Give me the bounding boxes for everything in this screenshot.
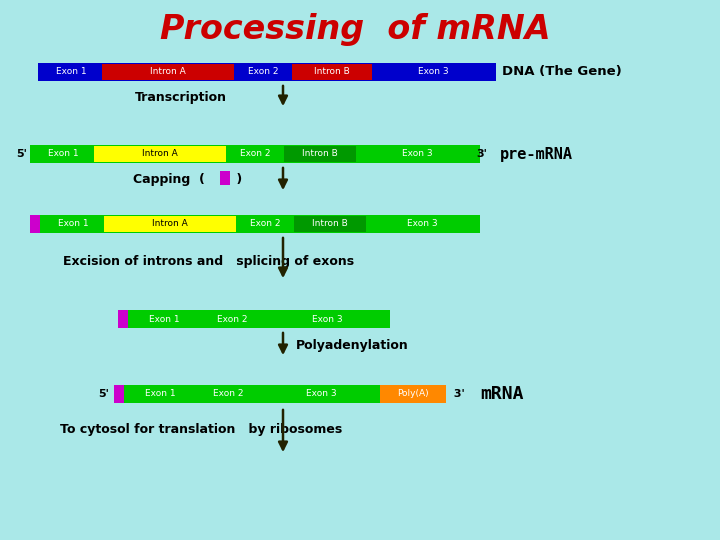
Text: Exon 3: Exon 3 bbox=[402, 150, 432, 159]
Bar bbox=[42, 216, 104, 232]
Text: 5': 5' bbox=[17, 149, 27, 159]
Bar bbox=[220, 171, 230, 185]
Bar bbox=[130, 311, 198, 327]
Bar bbox=[366, 216, 478, 232]
Bar bbox=[30, 145, 480, 163]
Text: Intron A: Intron A bbox=[150, 68, 186, 77]
Text: Exon 3: Exon 3 bbox=[407, 219, 437, 228]
Bar bbox=[124, 385, 382, 403]
Text: Exon 2: Exon 2 bbox=[248, 68, 278, 77]
Text: Exon 2: Exon 2 bbox=[217, 314, 247, 323]
Text: Intron B: Intron B bbox=[302, 150, 338, 159]
Bar bbox=[32, 146, 94, 162]
Text: Intron B: Intron B bbox=[314, 68, 350, 77]
Bar bbox=[38, 63, 496, 81]
Bar bbox=[292, 64, 372, 80]
Text: Processing  of mRNA: Processing of mRNA bbox=[160, 14, 550, 46]
Text: Transcription: Transcription bbox=[135, 91, 227, 104]
Text: pre-mRNA: pre-mRNA bbox=[500, 146, 573, 161]
Bar bbox=[118, 310, 128, 328]
Text: Exon 2: Exon 2 bbox=[212, 389, 243, 399]
Bar bbox=[266, 311, 388, 327]
Bar bbox=[94, 146, 226, 162]
Bar bbox=[104, 216, 236, 232]
Bar bbox=[128, 310, 390, 328]
Text: ): ) bbox=[232, 172, 242, 186]
Bar bbox=[102, 64, 234, 80]
Text: Exon 1: Exon 1 bbox=[48, 150, 78, 159]
Text: Intron A: Intron A bbox=[142, 150, 178, 159]
Text: Polyadenylation: Polyadenylation bbox=[296, 340, 409, 353]
Bar bbox=[284, 146, 356, 162]
Text: Exon 2: Exon 2 bbox=[240, 150, 270, 159]
Text: Exon 1: Exon 1 bbox=[58, 219, 89, 228]
Bar bbox=[30, 215, 40, 233]
Bar bbox=[40, 215, 480, 233]
Bar bbox=[380, 385, 446, 403]
Bar bbox=[262, 386, 380, 402]
Bar bbox=[294, 216, 366, 232]
Bar bbox=[114, 385, 124, 403]
Text: Exon 3: Exon 3 bbox=[418, 68, 449, 77]
Bar bbox=[194, 386, 262, 402]
Bar bbox=[234, 64, 292, 80]
Bar bbox=[356, 146, 478, 162]
Text: Exon 2: Exon 2 bbox=[250, 219, 280, 228]
Bar bbox=[236, 216, 294, 232]
Text: Exon 3: Exon 3 bbox=[312, 314, 342, 323]
Text: mRNA: mRNA bbox=[480, 385, 523, 403]
Text: Capping  (: Capping ( bbox=[133, 172, 205, 186]
Text: Exon 3: Exon 3 bbox=[306, 389, 336, 399]
Text: Exon 1: Exon 1 bbox=[149, 314, 179, 323]
Bar bbox=[126, 386, 194, 402]
Text: 3': 3' bbox=[450, 389, 464, 399]
Text: Poly(A): Poly(A) bbox=[397, 389, 429, 399]
Text: Intron B: Intron B bbox=[312, 219, 348, 228]
Bar bbox=[372, 64, 494, 80]
Bar bbox=[198, 311, 266, 327]
Text: Excision of introns and   splicing of exons: Excision of introns and splicing of exon… bbox=[63, 254, 354, 267]
Text: Exon 1: Exon 1 bbox=[55, 68, 86, 77]
Text: Exon 1: Exon 1 bbox=[145, 389, 175, 399]
Bar bbox=[40, 64, 102, 80]
Text: DNA (The Gene): DNA (The Gene) bbox=[502, 65, 622, 78]
Text: To cytosol for translation   by ribosomes: To cytosol for translation by ribosomes bbox=[60, 422, 342, 435]
Text: 5': 5' bbox=[99, 389, 109, 399]
Bar bbox=[226, 146, 284, 162]
Text: 3': 3' bbox=[477, 149, 487, 159]
Text: Intron A: Intron A bbox=[152, 219, 188, 228]
